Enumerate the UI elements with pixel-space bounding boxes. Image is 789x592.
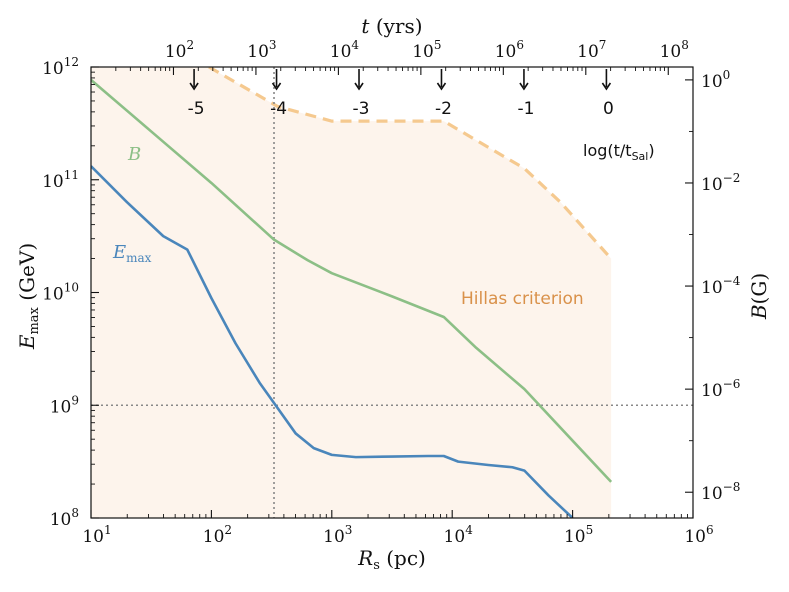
y-left-tick-label: 108 [50, 506, 79, 530]
time-arrow-label: 0 [603, 99, 614, 119]
top-tick-label: 106 [495, 38, 524, 62]
top-tick-label: 102 [165, 38, 194, 62]
x-tick-label: 106 [684, 523, 713, 547]
time-arrow-head [271, 82, 282, 91]
top-tick-label: 104 [330, 38, 360, 62]
series-label-b: B [127, 144, 141, 165]
time-arrow-label: -4 [270, 99, 287, 119]
x-tick-label: 101 [82, 523, 111, 547]
arrows-title: log(t/tSal) [583, 141, 655, 163]
y-right-axis-title: B(G) [747, 273, 771, 320]
time-arrow-head [189, 82, 199, 91]
y-right-tick-label: 10−6 [701, 377, 740, 401]
y-left-tick-label: 109 [50, 393, 79, 417]
y-right-tick-label: 10−2 [701, 171, 740, 195]
tick-labels: 101 102 103 104 105 106 102 103 104 105 106 107 108 1… [42, 38, 741, 547]
x-tick-label: 105 [564, 523, 593, 547]
time-arrow-label: -2 [435, 99, 452, 119]
series-line-e-max [91, 165, 574, 518]
time-arrow-label: -3 [353, 99, 370, 119]
hillas-boundary-line [208, 67, 613, 260]
hillas-criterion-label: Hillas criterion [461, 289, 584, 309]
time-arrow-label: -1 [517, 99, 534, 119]
x-tick-label: 102 [203, 523, 232, 547]
time-arrow-head [354, 82, 364, 91]
series-line-b [91, 78, 613, 483]
y-left-tick-label: 1010 [42, 281, 79, 305]
series-label-emax: Emax [112, 242, 152, 265]
top-tick-label: 103 [247, 38, 276, 62]
time-arrow-head [601, 82, 612, 91]
y-left-axis-title: Emax (GeV) [15, 243, 42, 350]
top-tick-label: 108 [660, 38, 689, 62]
y-left-tick-label: 1012 [42, 55, 79, 79]
top-tick-label: 105 [412, 38, 441, 62]
top-tick-label: 107 [577, 38, 606, 62]
y-right-tick-label: 10−4 [701, 274, 741, 298]
time-arrow-label: -5 [188, 99, 205, 119]
x-axis-title: Rs (pc) [357, 546, 426, 573]
time-arrow-head [436, 82, 447, 91]
y-left-tick-label: 1011 [42, 168, 79, 192]
y-right-tick-label: 100 [701, 68, 730, 92]
top-axis-title: t (yrs) [361, 14, 422, 38]
x-tick-label: 104 [444, 523, 474, 547]
x-tick-label: 103 [323, 523, 352, 547]
plot-area [90, 66, 694, 519]
y-right-tick-label: 10−8 [701, 480, 740, 504]
time-arrow-head [519, 82, 529, 91]
